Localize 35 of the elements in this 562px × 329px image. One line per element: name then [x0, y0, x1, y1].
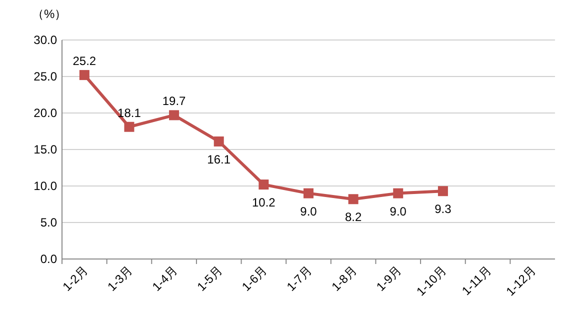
- y-tick-label: 20.0: [34, 106, 58, 120]
- y-tick-label: 30.0: [34, 33, 58, 47]
- point: [393, 188, 404, 198]
- y-tick-label: 25.0: [34, 70, 58, 84]
- point: [169, 110, 180, 120]
- point: [304, 188, 314, 198]
- x-tick-label: 1-3月: [104, 263, 136, 294]
- x-tick-label: 1-11月: [459, 263, 494, 298]
- point: [438, 186, 448, 196]
- x-tick-label: 1-9月: [374, 263, 404, 294]
- data-label: 10.2: [252, 196, 276, 210]
- point: [258, 180, 269, 190]
- x-tick-label: 1-4月: [150, 263, 180, 294]
- data-label: 16.1: [207, 152, 231, 166]
- point: [124, 122, 134, 132]
- y-tick-label: 5.0: [40, 216, 58, 230]
- data-label: 9.3: [434, 202, 452, 216]
- x-tick-label: 1-7月: [284, 263, 315, 294]
- x-tick-label: 1-6月: [239, 263, 270, 294]
- data-label: 18.1: [118, 106, 142, 120]
- y-tick-label: 10.0: [34, 179, 58, 193]
- data-label: 9.0: [300, 204, 318, 218]
- x-tick-label: 1-5月: [194, 263, 225, 294]
- y-tick-label: 0.0: [40, 252, 58, 266]
- y-axis-title: （%）: [32, 7, 67, 21]
- data-label: 19.7: [162, 94, 186, 108]
- x-tick-label: 1-8月: [328, 263, 360, 294]
- x-tick-label: 1-2月: [60, 263, 91, 294]
- data-label: 8.2: [344, 210, 362, 224]
- point: [214, 136, 224, 146]
- data-label: 25.2: [72, 54, 96, 68]
- point: [79, 70, 90, 80]
- point: [348, 194, 358, 204]
- data-label: 9.0: [390, 204, 407, 218]
- y-tick-label: 15.0: [34, 142, 58, 156]
